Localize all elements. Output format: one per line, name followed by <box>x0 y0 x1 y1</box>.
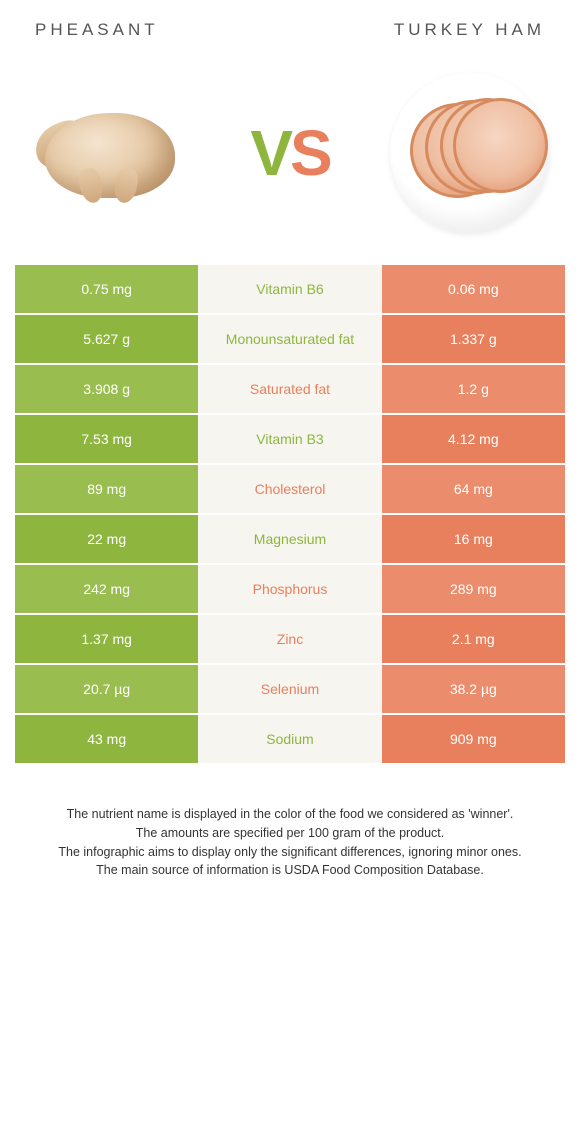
table-row: 3.908 gSaturated fat1.2 g <box>15 365 565 415</box>
table-row: 5.627 gMonounsaturated fat1.337 g <box>15 315 565 365</box>
title-row: Pheasant Turkey Ham <box>15 20 565 55</box>
value-right: 2.1 mg <box>382 615 565 665</box>
footer-line: The infographic aims to display only the… <box>40 843 540 862</box>
title-right: Turkey Ham <box>394 20 545 40</box>
vs-v: V <box>250 117 290 189</box>
nutrient-label: Magnesium <box>198 515 381 565</box>
table-row: 43 mgSodium909 mg <box>15 715 565 765</box>
value-left: 3.908 g <box>15 365 198 415</box>
value-right: 1.337 g <box>382 315 565 365</box>
nutrient-label: Phosphorus <box>198 565 381 615</box>
title-left: Pheasant <box>35 20 159 40</box>
value-right: 1.2 g <box>382 365 565 415</box>
value-left: 20.7 µg <box>15 665 198 715</box>
footer-notes: The nutrient name is displayed in the co… <box>15 765 565 900</box>
table-row: 1.37 mgZinc2.1 mg <box>15 615 565 665</box>
hero-row: VS <box>15 55 565 265</box>
nutrient-label: Sodium <box>198 715 381 765</box>
value-left: 22 mg <box>15 515 198 565</box>
value-right: 64 mg <box>382 465 565 515</box>
value-left: 7.53 mg <box>15 415 198 465</box>
nutrient-label: Selenium <box>198 665 381 715</box>
table-row: 20.7 µgSelenium38.2 µg <box>15 665 565 715</box>
value-right: 4.12 mg <box>382 415 565 465</box>
table-row: 242 mgPhosphorus289 mg <box>15 565 565 615</box>
nutrient-label: Saturated fat <box>198 365 381 415</box>
footer-line: The amounts are specified per 100 gram o… <box>40 824 540 843</box>
table-row: 22 mgMagnesium16 mg <box>15 515 565 565</box>
vs-label: VS <box>250 116 329 190</box>
value-right: 289 mg <box>382 565 565 615</box>
value-left: 1.37 mg <box>15 615 198 665</box>
value-right: 0.06 mg <box>382 265 565 315</box>
value-right: 16 mg <box>382 515 565 565</box>
value-left: 5.627 g <box>15 315 198 365</box>
nutrient-label: Monounsaturated fat <box>198 315 381 365</box>
turkey-ham-image <box>375 65 565 240</box>
nutrient-label: Zinc <box>198 615 381 665</box>
value-left: 0.75 mg <box>15 265 198 315</box>
footer-line: The main source of information is USDA F… <box>40 861 540 880</box>
vs-s: S <box>290 117 330 189</box>
pheasant-image <box>15 65 205 240</box>
value-left: 89 mg <box>15 465 198 515</box>
value-left: 43 mg <box>15 715 198 765</box>
nutrient-label: Vitamin B6 <box>198 265 381 315</box>
table-row: 7.53 mgVitamin B34.12 mg <box>15 415 565 465</box>
footer-line: The nutrient name is displayed in the co… <box>40 805 540 824</box>
nutrition-table: 0.75 mgVitamin B60.06 mg5.627 gMonounsat… <box>15 265 565 765</box>
value-left: 242 mg <box>15 565 198 615</box>
value-right: 38.2 µg <box>382 665 565 715</box>
nutrient-label: Vitamin B3 <box>198 415 381 465</box>
nutrient-label: Cholesterol <box>198 465 381 515</box>
table-row: 0.75 mgVitamin B60.06 mg <box>15 265 565 315</box>
value-right: 909 mg <box>382 715 565 765</box>
table-row: 89 mgCholesterol64 mg <box>15 465 565 515</box>
